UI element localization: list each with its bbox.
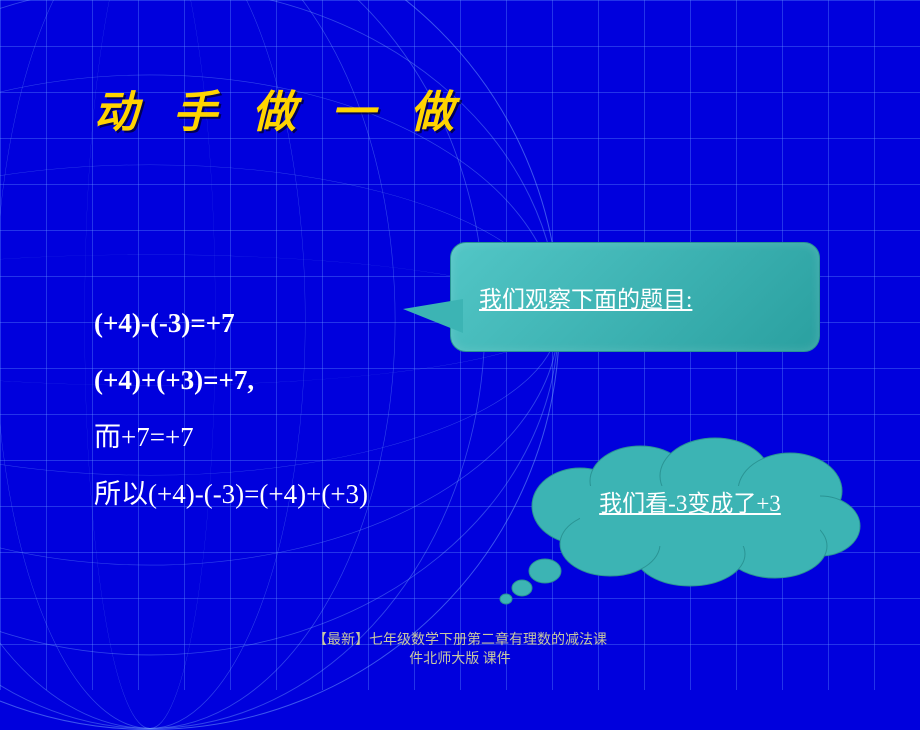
footer-line: 件北师大版 课件: [0, 651, 920, 670]
slide-title: 动 手 做 一 做: [94, 76, 466, 140]
footer-line: 【最新】七年级数学下册第二章有理数的减法课: [0, 632, 920, 651]
equation-line: 而+7=+7: [94, 424, 368, 451]
thought-cloud-text: 我们看-3变成了+3: [599, 484, 781, 518]
equation-line: (+4)-(-3)=+7: [94, 310, 368, 337]
thought-cloud-callout: 我们看-3变成了+3: [520, 446, 860, 556]
slide-footer: 【最新】七年级数学下册第二章有理数的减法课 件北师大版 课件: [0, 632, 920, 670]
equation-line: (+4)+(+3)=+7,: [94, 367, 368, 394]
speech-callout: 我们观察下面的题目:: [450, 242, 820, 352]
equation-line: 所以(+4)-(-3)=(+4)+(+3): [94, 481, 368, 508]
equation-block: (+4)-(-3)=+7 (+4)+(+3)=+7, 而+7=+7 所以(+4)…: [94, 310, 368, 538]
speech-callout-text: 我们观察下面的题目:: [479, 280, 692, 314]
